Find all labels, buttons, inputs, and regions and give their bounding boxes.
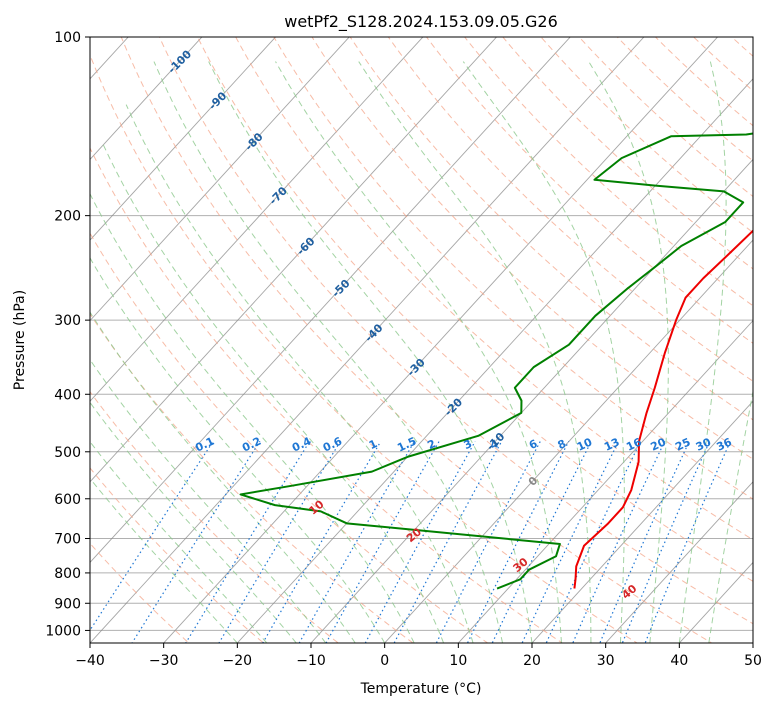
mixing-ratio-line xyxy=(466,440,570,643)
isotherm-line xyxy=(90,37,571,564)
mixing-ratio-line xyxy=(621,441,711,643)
x-tick-label: −30 xyxy=(149,653,179,669)
y-tick-label: 700 xyxy=(54,532,81,548)
y-axis-label: Pressure (hPa) xyxy=(12,290,28,390)
temperature-profile-line xyxy=(573,229,753,589)
dry-adiabat-line xyxy=(273,37,753,500)
mixing-ratio-label: 10 xyxy=(575,435,595,453)
y-tick-label: 500 xyxy=(54,445,81,461)
moist-adiabat-line xyxy=(588,61,669,643)
mixing-ratio-line xyxy=(521,441,620,643)
moist-adiabat-line xyxy=(462,61,625,643)
moist-adiabat-line xyxy=(90,358,327,643)
moist-adiabat-line xyxy=(90,192,415,643)
mixing-ratio-line xyxy=(185,440,311,643)
isotherm-line xyxy=(531,400,753,643)
dry-adiabat-line xyxy=(90,146,564,643)
y-tick-label: 400 xyxy=(54,387,81,403)
dry-adiabat-line xyxy=(90,467,265,643)
series-lines xyxy=(239,132,753,590)
isotherm-line xyxy=(236,78,753,643)
moist-adiabat-line xyxy=(90,477,238,643)
plot-frame xyxy=(89,36,754,644)
isotherm-line xyxy=(163,37,719,643)
axis-ticks: −40 −30 −20 −10 0 10 20 30 40 50 100 200 300 400 500 60… xyxy=(45,30,762,669)
isotherm-line xyxy=(90,37,203,161)
mixing-ratio-line xyxy=(545,441,642,643)
x-tick-label: 40 xyxy=(670,653,688,669)
dry-adiabat-line xyxy=(425,37,753,344)
mixing-ratio-line xyxy=(298,440,415,643)
dry-adiabat-line xyxy=(197,37,753,582)
x-tick-label: 0 xyxy=(380,653,389,669)
mixing-ratio-label: 13 xyxy=(602,435,621,453)
isotherm-line xyxy=(605,481,753,643)
x-tick-label: 10 xyxy=(449,653,467,669)
mixing-ratio-line xyxy=(599,441,690,643)
x-axis-label: Temperature (°C) xyxy=(360,681,482,697)
mixing-ratio-label: 20 xyxy=(649,435,669,453)
mixing-ratio-label: 30 xyxy=(694,435,714,453)
dry-adiabat-line xyxy=(90,232,489,643)
moist-adiabat-line xyxy=(90,401,297,643)
x-tick-label: −20 xyxy=(223,653,253,669)
dry-adiabat-line xyxy=(120,37,713,643)
moist-adiabat-line xyxy=(678,61,727,643)
isotherm-line xyxy=(90,37,277,241)
y-tick-label: 800 xyxy=(54,566,81,582)
dry-adiabat-line xyxy=(387,37,753,382)
dry-adiabat-line xyxy=(235,37,753,541)
x-tick-label: −10 xyxy=(296,653,326,669)
dry-adiabat-line xyxy=(464,37,753,307)
y-tick-label: 100 xyxy=(54,30,81,46)
dewpoint-profile-line xyxy=(239,132,753,590)
isotherm-line xyxy=(457,319,753,643)
mixing-ratio-line xyxy=(131,440,261,643)
moist-adiabat-line xyxy=(708,388,753,643)
isotherm-line xyxy=(90,37,645,643)
dry-adiabat-line xyxy=(349,37,753,421)
mixing-ratio-line xyxy=(364,440,476,643)
plot-background xyxy=(90,37,753,643)
y-tick-label: 600 xyxy=(54,492,81,508)
isotherm-line xyxy=(90,37,424,402)
isotherm-line xyxy=(90,37,350,322)
dry-adiabat-line xyxy=(90,53,638,643)
moist-adiabat-line xyxy=(208,61,533,643)
y-tick-label: 1000 xyxy=(45,623,81,639)
chart-title: wetPf2_S128.2024.153.09.05.G26 xyxy=(284,12,558,32)
mixing-ratio-label: 25 xyxy=(673,435,692,453)
mixing-ratio-line xyxy=(262,440,382,643)
dry-adiabat-line xyxy=(502,37,753,270)
dry-adiabat-line xyxy=(90,390,340,643)
moist-adiabat-line xyxy=(101,141,445,643)
moist-adiabat-line xyxy=(153,61,504,643)
mixing-ratio-line xyxy=(325,440,440,643)
x-tick-label: 30 xyxy=(597,653,615,669)
y-tick-label: 200 xyxy=(54,209,81,225)
moist-adiabat-line xyxy=(125,104,474,643)
dry-adiabat-line xyxy=(311,37,753,460)
x-tick-label: −40 xyxy=(75,653,105,669)
y-tick-label: 900 xyxy=(54,596,81,612)
mixing-ratio-line xyxy=(491,440,592,643)
x-tick-label: 20 xyxy=(523,653,541,669)
moist-adiabat-line xyxy=(275,61,562,643)
y-tick-label: 300 xyxy=(54,313,81,329)
isotherm-line xyxy=(384,239,753,643)
background-lines xyxy=(90,37,753,643)
moist-adiabat-line xyxy=(358,61,592,643)
mixing-ratio-label: 16 xyxy=(624,435,644,453)
dry-adiabat-line xyxy=(158,37,753,625)
mixing-ratio-label: 36 xyxy=(715,435,735,453)
x-tick-label: 50 xyxy=(744,653,762,669)
mixing-ratio-line xyxy=(90,440,214,632)
mixing-ratio-line xyxy=(218,440,341,643)
moist-adiabat-line xyxy=(90,311,356,643)
isotherm-line xyxy=(90,37,498,483)
